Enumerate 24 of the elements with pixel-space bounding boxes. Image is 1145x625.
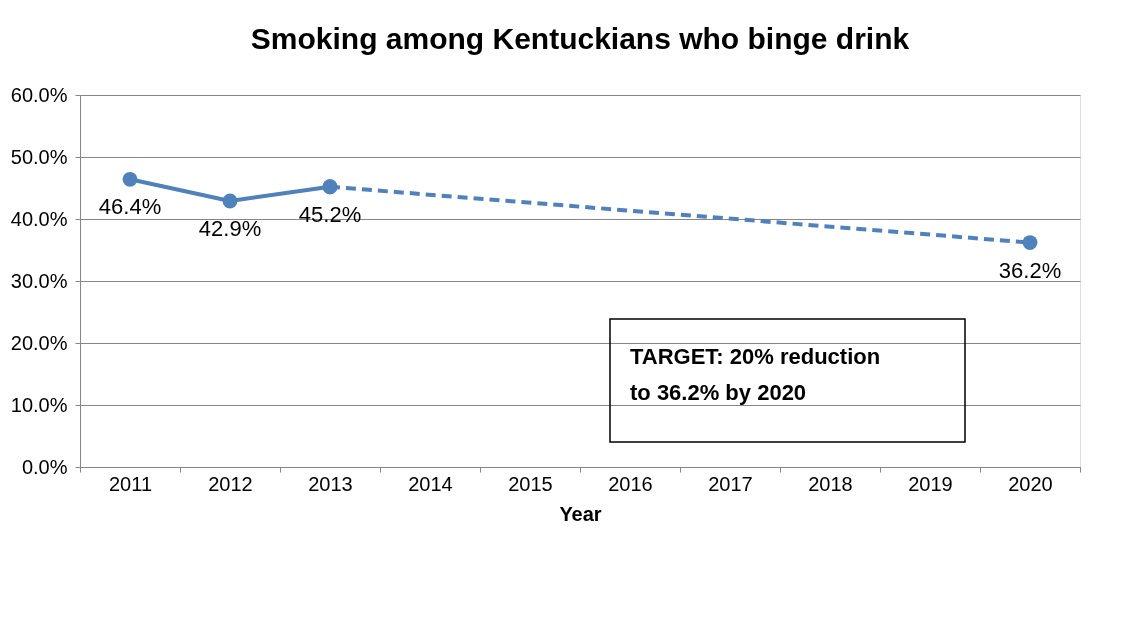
x-tick-label: 2018: [808, 472, 853, 495]
data-label: 46.4%: [98, 194, 162, 220]
x-tick-label: 2012: [208, 472, 253, 495]
chart-title: Smoking among Kentuckians who binge drink: [250, 22, 910, 55]
annotation: TARGET: 20% reduction to 36.2% by 2020: [630, 344, 881, 405]
x-tick-label: 2013: [308, 472, 353, 495]
x-tick-label: 2011: [108, 472, 153, 495]
y-tick-label: 10.0%: [10, 393, 68, 416]
y-tick-label: 20.0%: [10, 331, 68, 354]
y-tick-label: 0.0%: [21, 455, 68, 478]
y-tick-label: 50.0%: [10, 145, 68, 168]
x-tick-label: 2015: [508, 472, 553, 495]
x-tick-label: 2019: [908, 472, 953, 495]
x-tick-label: 2017: [708, 472, 753, 495]
x-tick-label: 2014: [408, 472, 453, 495]
x-axis-title: Year: [559, 502, 602, 525]
y-tick-label: 60.0%: [10, 83, 68, 106]
y-tick-label: 40.0%: [10, 207, 68, 230]
x-tick-label: 2016: [608, 472, 653, 495]
x-tick-label: 2020: [1008, 472, 1053, 495]
y-tick-label: 30.0%: [10, 269, 68, 292]
data-label: 42.9%: [198, 216, 262, 242]
data-label: 45.2%: [298, 201, 362, 227]
data-label: 36.2%: [998, 257, 1062, 283]
